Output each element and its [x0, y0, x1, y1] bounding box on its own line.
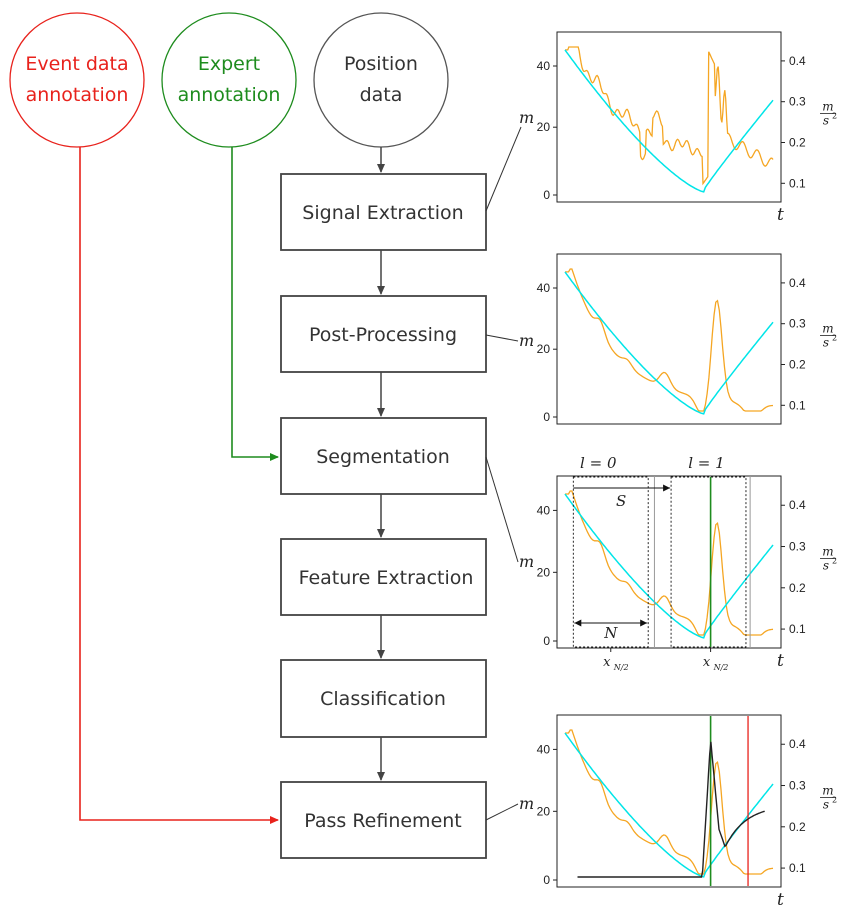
left-tick-label: 20	[537, 565, 551, 579]
source-event-data-annotation: Event data annotation	[9, 12, 145, 148]
right-tick-label: 0.4	[789, 498, 806, 512]
leader-lines	[485, 126, 522, 821]
right-tick-label: 0.3	[789, 779, 806, 793]
right-tick-label: 0.1	[789, 176, 806, 190]
right-axis-unit-num: m	[822, 545, 833, 559]
plot-frame	[556, 714, 782, 888]
window-size-label: N	[603, 624, 618, 642]
distance-line	[564, 271, 774, 415]
right-tick-label: 0.4	[789, 737, 806, 751]
left-axis-unit: m	[519, 108, 534, 127]
left-tick-label: 20	[537, 804, 551, 818]
right-axis-unit-exp: 2	[832, 796, 837, 805]
right-tick-label: 0.2	[789, 581, 806, 595]
label-l0: l = 0	[580, 454, 617, 472]
x-center-sub: N/2	[713, 663, 729, 672]
event-connector	[79, 147, 279, 824]
plot-frame	[556, 31, 782, 203]
right-tick-label: 0.4	[789, 276, 806, 290]
right-axis-unit-den: s	[823, 114, 829, 128]
window-l1	[670, 476, 747, 648]
left-tick-label: 20	[537, 120, 551, 134]
plot-frame	[556, 253, 782, 425]
window-l0	[572, 476, 649, 648]
x-center-sub: N/2	[613, 663, 629, 672]
step-label: Signal Extraction	[302, 202, 463, 224]
acceleration-line	[565, 46, 774, 186]
right-tick-label: 0.1	[789, 398, 806, 412]
pipeline-step-segmentation: Segmentation	[280, 417, 487, 495]
left-tick-label: 20	[537, 342, 551, 356]
source-label-line1: Expert	[198, 53, 260, 75]
left-axis-unit: m	[519, 552, 534, 571]
right-axis-unit-num: m	[822, 322, 833, 336]
pipeline-step-signal-extraction: Signal Extraction	[280, 173, 487, 251]
pipeline-step-classification: Classification	[280, 659, 487, 738]
left-tick-label: 40	[537, 503, 551, 517]
pipeline-step-feature-extraction: Feature Extraction	[280, 538, 487, 616]
acceleration-line	[565, 268, 774, 412]
right-tick-label: 0.4	[789, 54, 806, 68]
right-axis-unit-exp: 2	[832, 557, 837, 566]
right-tick-label: 0.3	[789, 540, 806, 554]
source-label-line1: Event data	[25, 53, 128, 75]
stride-label: S	[616, 492, 626, 510]
label-l1: l = 1	[688, 454, 724, 472]
plot-frame	[556, 475, 782, 649]
x-center-label: x	[703, 655, 711, 670]
right-tick-label: 0.1	[789, 861, 806, 875]
right-axis-unit-exp: 2	[832, 112, 837, 121]
acceleration-line	[565, 729, 774, 875]
x-center-label: x	[603, 655, 611, 670]
source-position-data: Position data	[313, 12, 449, 148]
left-axis-unit: m	[519, 331, 534, 350]
step-label: Pass Refinement	[304, 810, 462, 832]
right-axis-unit-den: s	[823, 559, 829, 573]
x-axis-label: t	[777, 205, 784, 225]
left-tick-label: 40	[537, 59, 551, 73]
left-tick-label: 0	[543, 873, 550, 887]
source-expert-annotation: Expert annotation	[161, 12, 297, 148]
x-axis-label: t	[777, 890, 784, 910]
right-tick-label: 0.2	[789, 358, 806, 372]
source-label-line2: annotation	[26, 84, 129, 106]
pipeline-step-pass-refinement: Pass Refinement	[280, 781, 487, 859]
expert-connector	[231, 147, 279, 461]
left-tick-label: 0	[543, 188, 550, 202]
pipeline-step-post-processing: Post-Processing	[280, 295, 487, 373]
right-axis-unit-exp: 2	[832, 334, 837, 343]
distance-line	[564, 49, 774, 193]
acceleration-line	[565, 490, 774, 636]
left-axis-unit: m	[519, 794, 534, 813]
right-tick-label: 0.3	[789, 95, 806, 109]
step-label: Feature Extraction	[299, 567, 474, 589]
right-axis-unit-num: m	[822, 100, 833, 114]
source-label-line1: Position	[344, 53, 418, 75]
prediction-line	[577, 741, 765, 878]
right-axis-unit-den: s	[823, 336, 829, 350]
step-label: Classification	[320, 688, 446, 710]
step-label: Post-Processing	[309, 324, 457, 346]
left-tick-label: 40	[537, 742, 551, 756]
right-axis-unit-den: s	[823, 798, 829, 812]
step-label: Segmentation	[316, 446, 450, 468]
right-axis-unit-num: m	[822, 784, 833, 798]
right-tick-label: 0.2	[789, 820, 806, 834]
source-label-line2: annotation	[178, 84, 281, 106]
distance-line	[564, 493, 774, 639]
right-tick-label: 0.1	[789, 622, 806, 636]
right-tick-label: 0.3	[789, 317, 806, 331]
right-tick-label: 0.2	[789, 136, 806, 150]
x-axis-label: t	[777, 651, 784, 671]
left-tick-label: 40	[537, 281, 551, 295]
left-tick-label: 0	[543, 410, 550, 424]
source-label-line2: data	[360, 84, 403, 106]
left-tick-label: 0	[543, 634, 550, 648]
